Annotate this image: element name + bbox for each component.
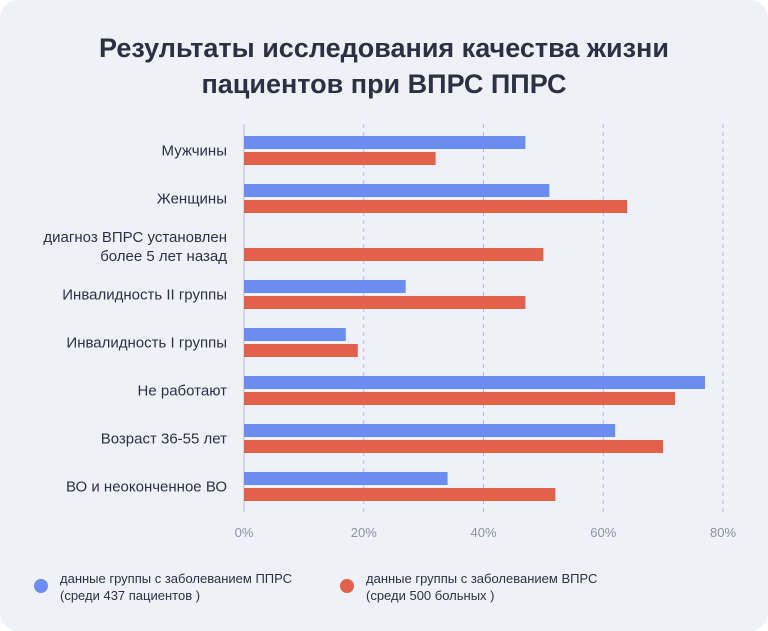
bar-series1-cat1 — [244, 136, 526, 149]
category-label-3-line-2: более 5 лет назад — [100, 248, 227, 265]
chart-title-line-1: Результаты исследования качества жизни — [99, 33, 669, 63]
bar-series2-cat5 — [244, 344, 358, 357]
bar-series1-cat5 — [244, 328, 346, 341]
category-label-2: Женщины — [157, 191, 227, 208]
legend-label-vprs-line-2: (среди 500 больных ) — [366, 588, 495, 603]
bar-series2-cat8 — [244, 488, 556, 501]
category-label-6: Не работают — [138, 383, 228, 400]
bar-series1-cat4 — [244, 280, 406, 293]
bar-series1-cat8 — [244, 472, 448, 485]
category-label-4: Инвалидность II группы — [62, 287, 227, 304]
legend-label-pprs-line-2: (среди 437 пациентов ) — [60, 588, 201, 603]
bar-series2-cat3 — [244, 248, 544, 261]
legend-label-vprs: данные группы с заболеванием ВПРС (среди… — [366, 570, 597, 604]
legend-label-pprs-line-1: данные группы с заболеванием ППРС — [60, 571, 293, 586]
legend-label-pprs: данные группы с заболеванием ППРС (среди… — [60, 570, 292, 604]
bar-series1-cat2 — [244, 184, 550, 197]
legend-item-vprs: данные группы с заболеванием ВПРС (среди… — [340, 570, 597, 610]
legend-label-vprs-line-1: данные группы с заболеванием ВПРС — [366, 571, 598, 586]
category-label-5: Инвалидность I группы — [66, 335, 227, 352]
x-tick-label-80: 80% — [710, 525, 736, 540]
chart-title: Результаты исследования качества жизни п… — [0, 30, 768, 102]
category-label-3-line-1: диагноз ВПРС установлен — [43, 229, 227, 246]
legend-marker-vprs — [340, 579, 354, 593]
x-tick-label-20: 20% — [351, 525, 377, 540]
legend-marker-pprs — [34, 579, 48, 593]
chart-title-line-2: пациентов при ВПРС ППРС — [201, 69, 567, 99]
x-tick-label-0: 0% — [235, 525, 254, 540]
bar-series2-cat2 — [244, 200, 628, 213]
bar-series2-cat7 — [244, 440, 664, 453]
category-label-8: ВО и неоконченное ВО — [66, 479, 227, 496]
x-tick-label-60: 60% — [590, 525, 616, 540]
bar-series2-cat1 — [244, 152, 436, 165]
bar-series1-cat7 — [244, 424, 616, 437]
category-label-1: Мужчины — [162, 143, 227, 160]
category-label-7: Возраст 36-55 лет — [101, 431, 227, 448]
legend-item-pprs: данные группы с заболеванием ППРС (среди… — [34, 570, 292, 610]
x-tick-label-40: 40% — [470, 525, 496, 540]
bar-series2-cat4 — [244, 296, 526, 309]
bar-series1-cat6 — [244, 376, 706, 389]
bar-series2-cat6 — [244, 392, 676, 405]
